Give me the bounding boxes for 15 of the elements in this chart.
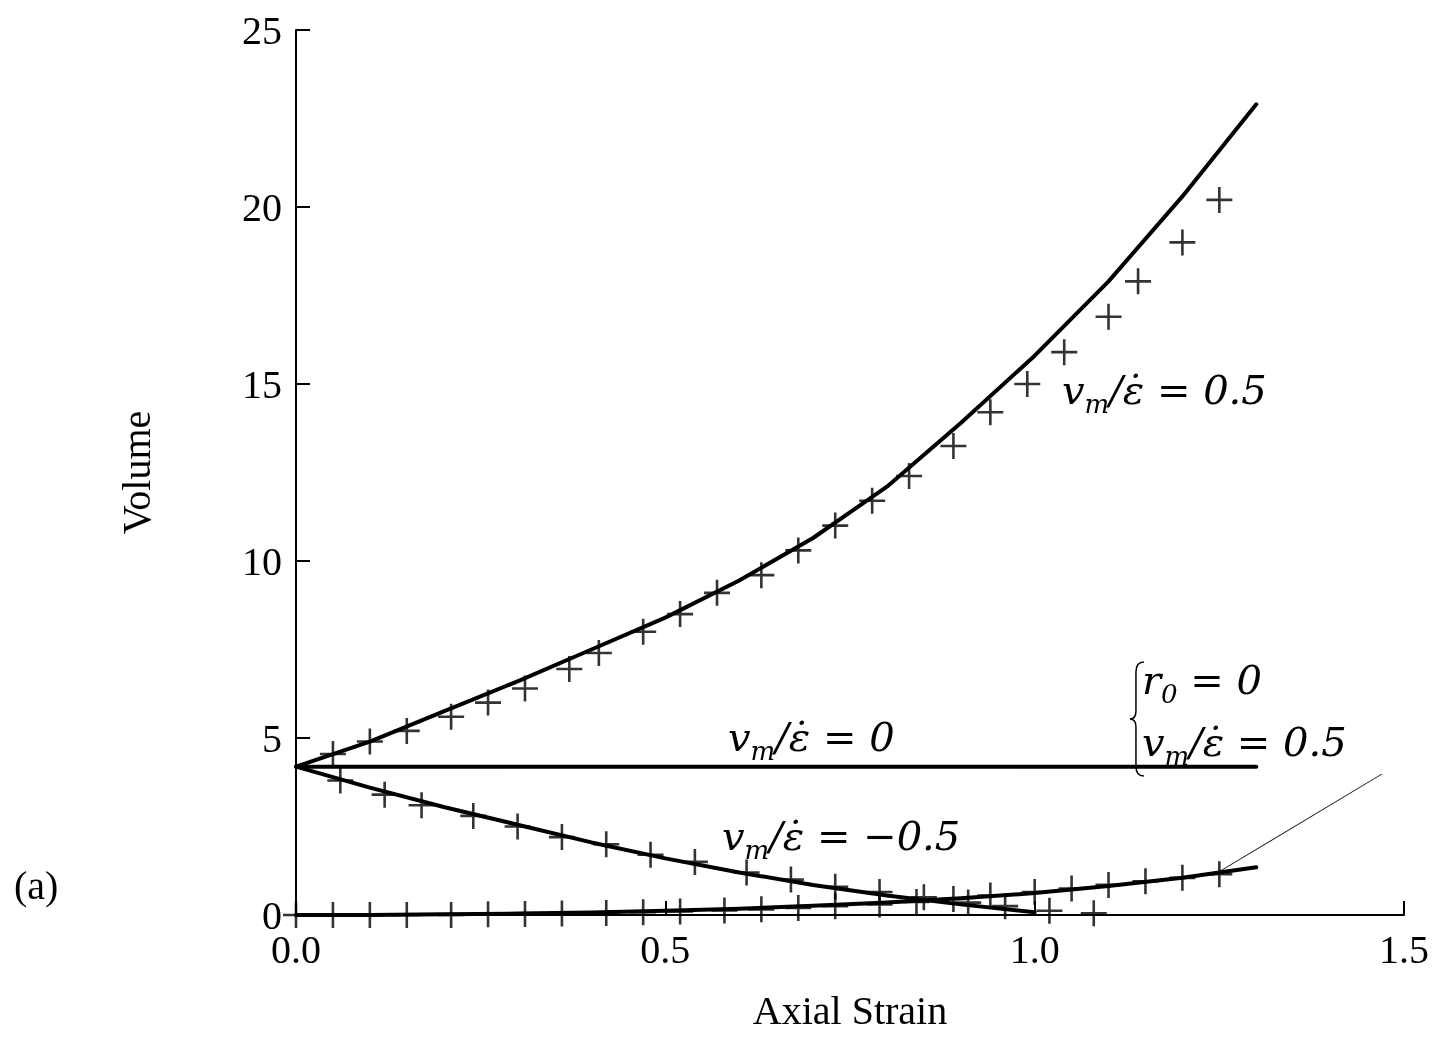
y-tick-label: 10 xyxy=(242,538,282,584)
text: (a) xyxy=(14,862,59,910)
annotation: v$_{m}$/ε̇ = 0 xyxy=(728,713,895,768)
x-tick-label: 0.5 xyxy=(640,926,691,972)
x-tick-label: 1.5 xyxy=(1379,926,1429,972)
y-axis-title: Volume xyxy=(113,410,159,535)
y-tick-label: 20 xyxy=(242,184,282,230)
annotation: r$_{0}$ = 0 v$_{m}$/ε̇ = 0.5 xyxy=(1141,656,1347,774)
annotation: v$_{m}$/ε̇ = −0.5 xyxy=(722,812,961,867)
y-tick-label: 5 xyxy=(262,715,282,761)
annotation: v$_{m}$/ε̇ = 0.5 xyxy=(1062,366,1267,421)
y-tick-label: 25 xyxy=(242,7,282,53)
x-tick-label: 1.0 xyxy=(1009,926,1060,972)
y-tick-label: 15 xyxy=(242,361,282,407)
x-axis-title: Axial Strain xyxy=(752,987,948,1033)
